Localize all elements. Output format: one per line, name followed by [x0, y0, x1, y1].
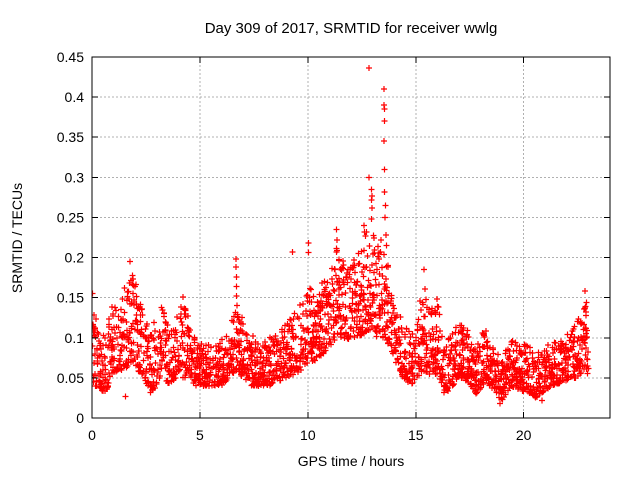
y-axis-label: SRMTID / TECUs: [9, 183, 25, 293]
chart-title: Day 309 of 2017, SRMTID for receiver wwl…: [205, 20, 498, 37]
x-axis-label: GPS time / hours: [298, 453, 405, 469]
x-tick-label: 20: [516, 427, 532, 443]
y-tick-label: 0.45: [57, 49, 84, 65]
plot-border: [91, 56, 611, 419]
y-tick-label: 0.3: [65, 169, 85, 185]
y-tick-label: 0.4: [65, 89, 85, 105]
y-tick-label: 0: [76, 410, 84, 426]
y-tick-label: 0.35: [57, 129, 84, 145]
x-tick-label: 5: [196, 427, 204, 443]
y-tick-label: 0.25: [57, 209, 84, 225]
scatter-points-SRMTID: [92, 65, 592, 407]
x-tick-label: 0: [88, 427, 96, 443]
x-tick-label: 15: [408, 427, 424, 443]
x-tick-label: 10: [300, 427, 316, 443]
y-tick-label: 0.15: [57, 290, 84, 306]
y-tick-label: 0.05: [57, 370, 84, 386]
y-tick-label: 0.1: [65, 330, 85, 346]
y-tick-label: 0.2: [65, 250, 85, 266]
